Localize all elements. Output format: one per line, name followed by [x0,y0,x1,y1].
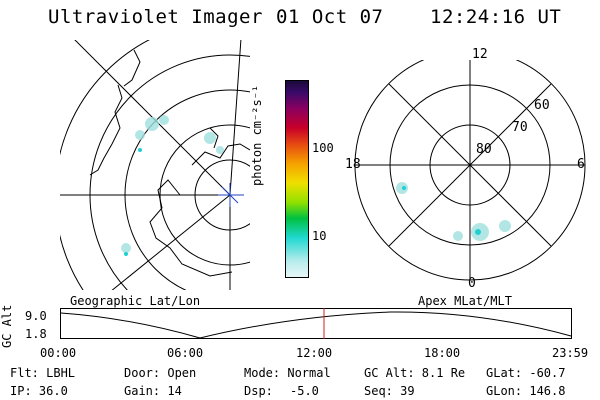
geographic-map [60,40,250,290]
mlt-label-right: 6 [577,157,585,172]
dsp-label: Dsp: [244,384,273,398]
ip-info: IP: 36.0 [10,384,68,398]
alt-xtick: 06:00 [167,346,204,360]
apex-mlt-meridian [388,83,552,247]
dsp-value: -5.0 [290,384,319,398]
mode-info: Mode: Normal [244,366,331,380]
date-label: 01 Oct 07 [276,6,384,28]
coastline-island [123,49,141,87]
apex-lat-label-60: 60 [534,98,550,113]
door-info: Door: Open [124,366,197,380]
instrument-title: Ultraviolet Imager [48,6,263,28]
alt-ytick: 9.0 [25,309,47,323]
glon-info: GLon: 146.8 [486,384,566,398]
apex-lat-label-70: 70 [512,120,528,135]
alt-xtick: 18:00 [424,346,461,360]
geo-meridian [74,40,231,196]
mlt-label-bottom: 0 [468,276,476,291]
geo-meridian [229,40,242,196]
gain-info: Gain: 14 [124,384,182,398]
apex-panel-label: Apex MLat/MLT [418,294,512,308]
alt-ylabel: GC Alt [0,304,14,348]
apex-lat-label-80: 80 [476,142,492,157]
coastline-island [209,127,219,149]
gc-alt-info: GC Alt: 8.1 Re [364,366,466,380]
alt-xtick: 23:59 [552,346,589,360]
colorbar-unit: photon cm⁻²s⁻¹ [250,84,264,186]
mlt-label-top: 12 [472,47,488,62]
coastline-antarctica-peninsula [191,143,250,166]
colorbar-tick: 100 [312,141,334,155]
apex-polar-plot [354,60,586,281]
alt-ytick: 1.8 [25,327,47,341]
coastline-new-zealand [89,84,123,176]
seq-info: Seq: 39 [364,384,415,398]
alt-plot-frame [60,308,572,339]
colorbar-tick: 10 [312,229,327,243]
filter-info: Flt: LBHL [10,366,76,380]
time-label: 12:24:16 UT [430,6,562,28]
coastline-antarctica [149,179,233,277]
mlt-label-left: 18 [345,157,361,172]
colorbar [285,80,309,278]
altitude-curve [60,311,572,339]
geo-panel-label: Geographic Lat/Lon [70,294,201,308]
geo-lat-circle [124,89,250,290]
alt-xtick: 12:00 [296,346,333,360]
glat-info: GLat: -60.7 [486,366,566,380]
alt-xtick: 00:00 [40,346,77,360]
altitude-plot [60,308,572,339]
geo-meridian [111,194,231,290]
